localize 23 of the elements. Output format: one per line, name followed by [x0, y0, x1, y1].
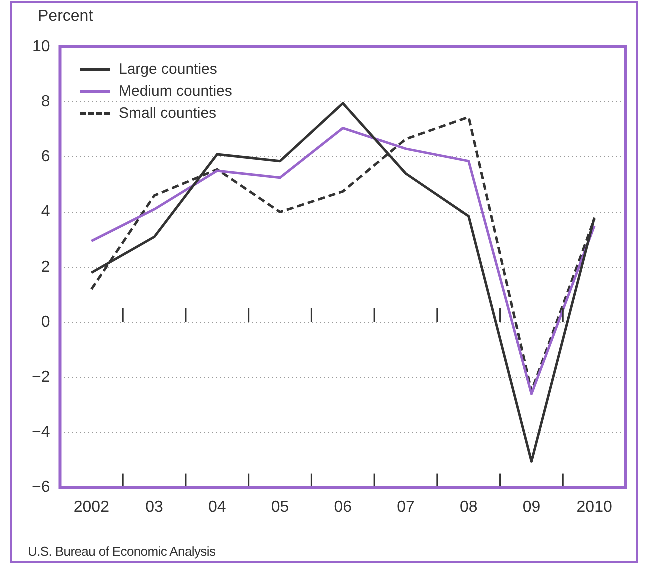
y-tick-label: 0 [41, 314, 50, 331]
y-tick-label: 4 [41, 204, 50, 221]
x-tick-label: 2002 [74, 498, 110, 516]
y-axis-title: Percent [38, 8, 94, 26]
x-tick-label: 05 [271, 498, 290, 516]
text: U.S. Bureau of Economic Analysis [28, 544, 216, 559]
x-tick-label: 06 [334, 498, 352, 516]
y-tick-label: 2 [41, 258, 50, 276]
legend-label: Large counties [119, 60, 218, 78]
y-tick-label: −4 [32, 424, 50, 442]
x-tick-label: 03 [146, 498, 164, 516]
legend-label: Small counties [119, 104, 217, 122]
y-tick-label: −2 [32, 369, 50, 386]
y-tick-label: 6 [41, 148, 50, 166]
x-tick-label: 2010 [576, 498, 612, 516]
x-tick-label: 08 [460, 498, 478, 516]
y-tick-label: −6 [32, 479, 50, 496]
legend-label: Medium counties [119, 82, 232, 100]
y-tick-label: 10 [32, 38, 50, 56]
x-tick-label: 09 [522, 498, 541, 516]
x-tick-label: 04 [208, 498, 226, 516]
y-tick-label: 8 [41, 94, 50, 111]
x-tick-label: 07 [397, 498, 415, 516]
